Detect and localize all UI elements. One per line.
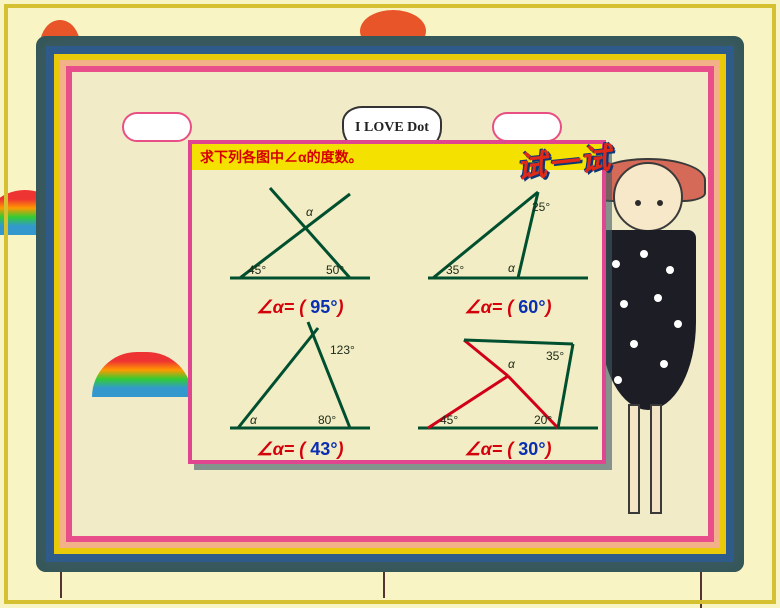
- problem-2: 35° 25° α ∠α= ( 60°): [408, 178, 608, 318]
- angle-50-label: 50°: [326, 263, 344, 277]
- angle-20-label: 20°: [534, 413, 552, 427]
- answer-1: ∠α= ( 95°): [200, 297, 400, 318]
- answer-4: ∠α= ( 30°): [408, 439, 608, 460]
- answer-3-value: 43: [310, 439, 330, 459]
- angle-35-label: 35°: [546, 349, 564, 363]
- problem-3: α 80° 123° ∠α= ( 43°): [200, 320, 400, 460]
- angle-123-label: 123°: [330, 343, 355, 357]
- angle-80-label: 80°: [318, 413, 336, 427]
- answer-3: ∠α= ( 43°): [200, 439, 400, 460]
- alpha-label: α: [306, 205, 314, 219]
- alpha-label: α: [508, 357, 516, 371]
- alpha-label: α: [250, 413, 258, 427]
- problem-3-figure: α 80° 123°: [200, 320, 400, 440]
- answer-2: ∠α= ( 60°): [408, 297, 608, 318]
- angle-25-label: 25°: [532, 200, 550, 214]
- angle-35-label: 35°: [446, 263, 464, 277]
- alpha-label: α: [508, 261, 516, 275]
- answer-4-value: 30: [518, 439, 538, 459]
- answer-1-value: 95: [310, 297, 330, 317]
- angle-45-label: 45°: [248, 263, 266, 277]
- problem-1: 45° 50° α ∠α= ( 95°): [200, 178, 400, 318]
- problem-4-figure: 45° 20° 35° α: [408, 320, 608, 440]
- problem-1-figure: 45° 50° α: [200, 178, 400, 298]
- exercise-panel: 求下列各图中∠α的度数。 试一试 45° 50° α ∠α= ( 95°) 35…: [188, 140, 606, 464]
- girl-illustration: [598, 162, 698, 536]
- problem-4: 45° 20° 35° α ∠α= ( 30°): [408, 320, 608, 460]
- problem-2-figure: 35° 25° α: [408, 178, 608, 298]
- answer-2-value: 60: [518, 297, 538, 317]
- angle-45-label: 45°: [440, 413, 458, 427]
